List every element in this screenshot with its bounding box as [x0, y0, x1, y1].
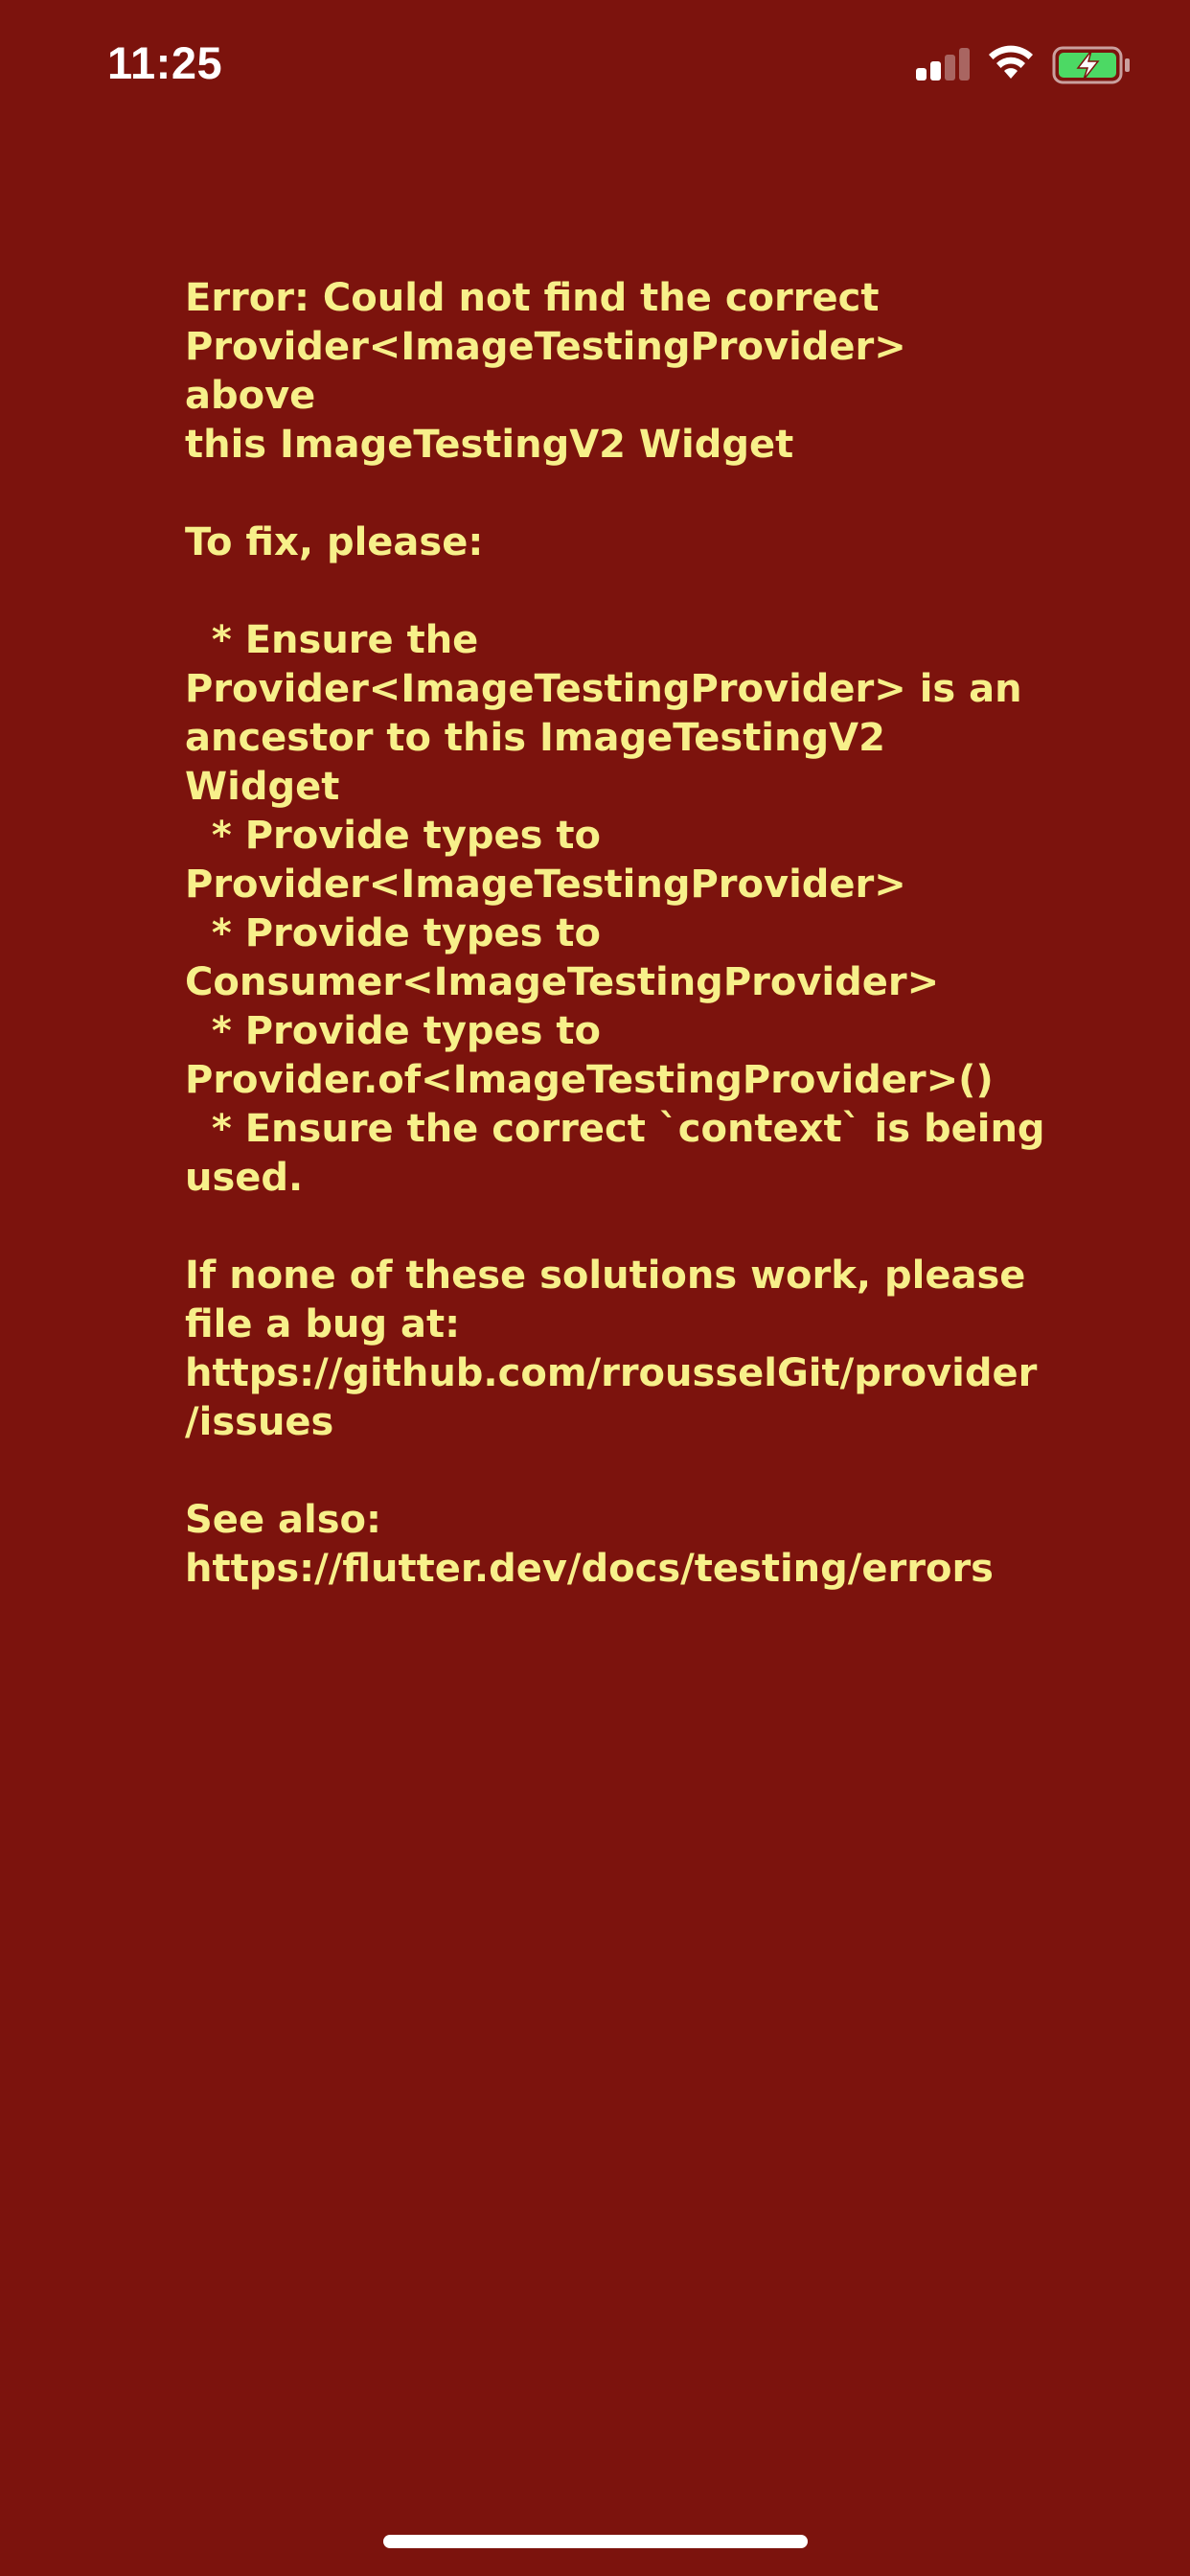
error-line: Provider<ImageTestingProvider> [185, 862, 906, 907]
error-line: Error: Could not find the correct [185, 276, 880, 320]
home-indicator[interactable] [383, 2535, 808, 2548]
status-time: 11:25 [107, 37, 223, 88]
error-line: /issues [185, 1400, 334, 1444]
error-line: If none of these solutions work, please [185, 1254, 1026, 1298]
error-line [185, 1447, 1047, 1496]
error-line: See also: [185, 1498, 381, 1542]
error-line: * Provide types to [185, 911, 601, 955]
error-line: * Ensure the [185, 618, 479, 662]
error-line: Consumer<ImageTestingProvider> [185, 960, 940, 1004]
error-line: Provider<ImageTestingProvider> is an [185, 667, 1022, 711]
error-line: ancestor to this ImageTestingV2 Widget [185, 716, 899, 809]
battery-charging-icon [1052, 46, 1130, 84]
status-bar: 11:25 [0, 0, 1190, 134]
error-line: To fix, please: [185, 520, 484, 564]
error-line [185, 470, 1047, 518]
cellular-signal-icon [916, 48, 970, 80]
error-line: https://flutter.dev/docs/testing/errors [185, 1547, 994, 1591]
error-line: https://github.com/rrousselGit/provider [185, 1351, 1038, 1395]
error-line: used. [185, 1156, 304, 1200]
error-line: Provider.of<ImageTestingProvider>() [185, 1058, 994, 1102]
error-line: file a bug at: [185, 1302, 461, 1346]
error-line: Provider<ImageTestingProvider> above [185, 325, 920, 418]
wifi-icon [989, 45, 1033, 79]
error-line: this ImageTestingV2 Widget [185, 423, 794, 467]
error-message: Error: Could not find the correct Provide… [185, 274, 1047, 1594]
error-line [185, 567, 1047, 616]
error-line: * Ensure the correct `context` is being [185, 1107, 1045, 1151]
error-line: * Provide types to [185, 1009, 601, 1053]
error-line [185, 1203, 1047, 1252]
error-line: * Provide types to [185, 814, 601, 858]
